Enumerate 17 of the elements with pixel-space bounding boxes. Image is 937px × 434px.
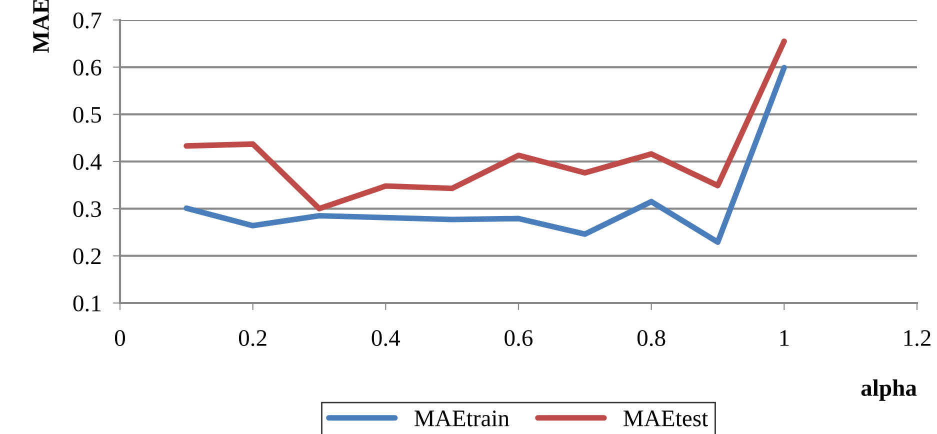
x-tick-label: 1.2 (904, 330, 930, 346)
y-tick-label: 0.6 (73, 60, 102, 76)
x-tick-label: 0 (114, 330, 126, 346)
x-tick-label: 0.2 (238, 330, 266, 346)
legend-label: MAEtrain (414, 410, 510, 426)
y-tick-label: 0.7 (73, 12, 102, 29)
y-tick-label: 0.4 (73, 154, 102, 170)
x-tick-label: 0.4 (372, 330, 400, 346)
x-tick-label: 1 (780, 330, 789, 346)
x-tick-label: 0.8 (637, 330, 666, 346)
y-tick-label: 0.3 (73, 201, 102, 218)
legend-label: MAEtest (624, 410, 708, 426)
y-tick-label: 0.2 (73, 248, 101, 264)
x-tick-label: 0.6 (504, 330, 533, 346)
x-axis-title: alpha (861, 379, 917, 401)
y-tick-label: 0.5 (73, 106, 102, 123)
y-tick-label: 0.1 (73, 295, 101, 312)
